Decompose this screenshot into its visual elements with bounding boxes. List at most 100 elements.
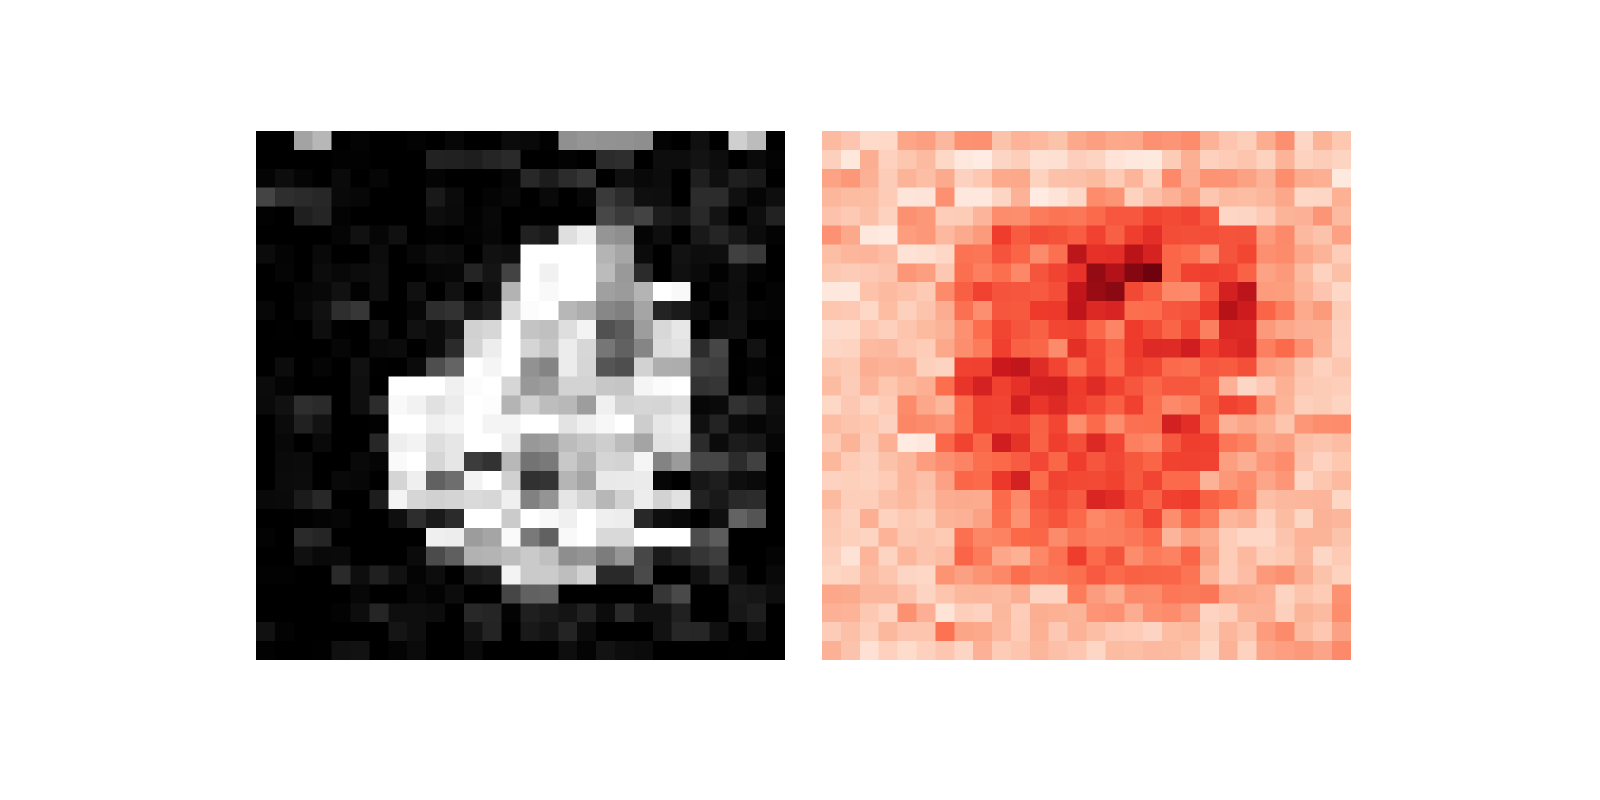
input-image-cell [671, 263, 692, 283]
input-image-cell [369, 546, 389, 567]
saliency-map-cell [1180, 641, 1201, 660]
saliency-map-cell [878, 149, 899, 170]
saliency-map-cell [935, 357, 955, 378]
input-image-cell [728, 489, 748, 510]
input-image-cell [747, 433, 767, 453]
saliency-map-cell [1256, 168, 1277, 189]
input-image-cell [274, 263, 295, 283]
input-image-cell [652, 282, 673, 302]
saliency-map-cell [1275, 338, 1295, 359]
input-image-cell [274, 149, 295, 170]
input-image-cell [747, 452, 767, 472]
saliency-map-cell [878, 641, 899, 660]
saliency-map-cell [1180, 319, 1201, 340]
saliency-map-cell [954, 168, 974, 189]
saliency-map-cell [954, 319, 974, 340]
saliency-map-cell [1029, 301, 1050, 321]
saliency-map-cell [916, 584, 936, 604]
input-image-cell [709, 376, 729, 397]
saliency-map-cell [1143, 641, 1163, 660]
input-image-cell [256, 452, 276, 472]
input-image-cell [766, 282, 785, 302]
input-image-cell [426, 168, 446, 189]
saliency-map-cell [1143, 527, 1163, 548]
input-image-cell [747, 168, 767, 189]
input-image-cell [766, 641, 785, 660]
saliency-map-cell [1124, 319, 1144, 340]
input-image-cell [482, 187, 503, 208]
saliency-map-cell [1010, 187, 1031, 208]
saliency-map-cell [1067, 584, 1088, 604]
saliency-map-cell [840, 641, 861, 660]
input-image-cell [614, 471, 635, 491]
saliency-map-cell [1162, 131, 1182, 151]
input-image-cell [274, 622, 295, 642]
input-image-cell [652, 603, 673, 623]
saliency-map-cell [1143, 187, 1163, 208]
saliency-map-cell [954, 225, 974, 245]
saliency-map-cell [897, 319, 918, 340]
saliency-map-cell [822, 433, 842, 453]
saliency-map-cell [916, 263, 936, 283]
saliency-map-cell [992, 489, 1012, 510]
saliency-map-cell [1010, 338, 1031, 359]
saliency-map-cell [1332, 168, 1351, 189]
saliency-map-cell [1256, 395, 1277, 415]
saliency-map-cell [1067, 414, 1088, 434]
saliency-map-cell [992, 508, 1012, 529]
input-image-cell [709, 131, 729, 151]
saliency-map-cell [1143, 244, 1163, 264]
input-image-cell [690, 452, 711, 472]
input-image-cell [690, 319, 711, 340]
input-image-cell [709, 301, 729, 321]
saliency-map-cell [1010, 622, 1031, 642]
input-image-cell [426, 603, 446, 623]
input-image-cell [274, 301, 295, 321]
saliency-map-cell [1180, 357, 1201, 378]
input-image-cell [520, 168, 540, 189]
input-image-cell [558, 206, 578, 227]
input-image-cell [577, 263, 597, 283]
input-image-cell [293, 565, 314, 586]
saliency-map-cell [1143, 414, 1163, 434]
saliency-map-cell [1332, 641, 1351, 660]
input-image-cell [633, 565, 654, 586]
saliency-map-cell [1313, 301, 1333, 321]
saliency-map-cell [1067, 357, 1088, 378]
saliency-map-cell [1218, 319, 1239, 340]
input-image-cell [671, 168, 692, 189]
saliency-map-cell [822, 546, 842, 567]
saliency-map-cell [878, 508, 899, 529]
input-image-cell [293, 433, 314, 453]
input-image-cell [690, 187, 711, 208]
input-image-cell [520, 319, 540, 340]
saliency-map-cell [1218, 206, 1239, 227]
input-image-cell [463, 244, 484, 264]
saliency-map-cell [992, 301, 1012, 321]
input-image-cell [293, 301, 314, 321]
input-image-cell [690, 565, 711, 586]
saliency-map-cell [1143, 338, 1163, 359]
input-image-cell [539, 471, 559, 491]
saliency-map-cell [1029, 206, 1050, 227]
input-image-cell [444, 565, 465, 586]
saliency-map-cell [1199, 395, 1220, 415]
saliency-map-cell [1086, 357, 1106, 378]
input-image-cell [539, 622, 559, 642]
input-image-cell [539, 263, 559, 283]
input-image-cell [274, 395, 295, 415]
saliency-map-cell [1332, 338, 1351, 359]
saliency-map-cell [1313, 433, 1333, 453]
input-image-cell [539, 603, 559, 623]
saliency-map-cell [1256, 603, 1277, 623]
saliency-map-cell [1256, 338, 1277, 359]
input-image-cell [256, 622, 276, 642]
saliency-map-cell [1199, 546, 1220, 567]
input-image-cell [256, 319, 276, 340]
input-image-cell [350, 168, 370, 189]
input-image-cell [501, 357, 522, 378]
saliency-map-cell [1256, 319, 1277, 340]
saliency-map-cell [1218, 168, 1239, 189]
saliency-map-cell [822, 131, 842, 151]
input-image-cell [766, 319, 785, 340]
